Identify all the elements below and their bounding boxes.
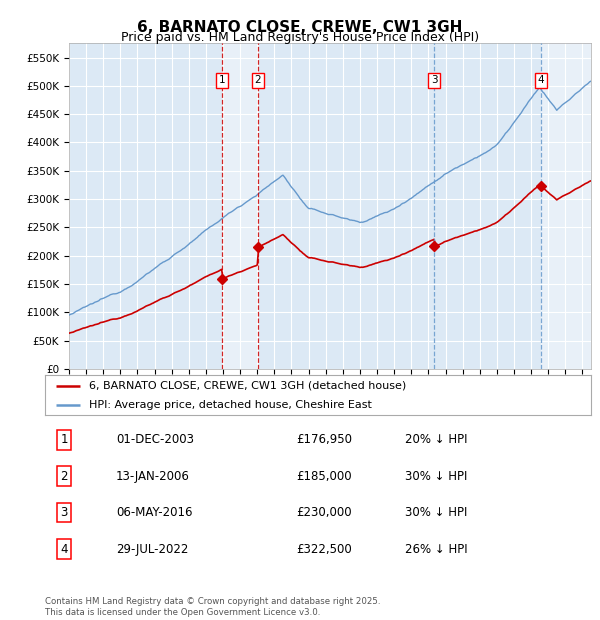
Text: 26% ↓ HPI: 26% ↓ HPI <box>406 542 468 556</box>
Text: 20% ↓ HPI: 20% ↓ HPI <box>406 433 468 446</box>
Text: 1: 1 <box>218 75 225 85</box>
Text: 4: 4 <box>538 75 544 85</box>
Text: 6, BARNATO CLOSE, CREWE, CW1 3GH: 6, BARNATO CLOSE, CREWE, CW1 3GH <box>137 20 463 35</box>
Text: 4: 4 <box>61 542 68 556</box>
Text: HPI: Average price, detached house, Cheshire East: HPI: Average price, detached house, Ches… <box>89 399 371 410</box>
Text: 29-JUL-2022: 29-JUL-2022 <box>116 542 188 556</box>
Text: 01-DEC-2003: 01-DEC-2003 <box>116 433 194 446</box>
Text: £176,950: £176,950 <box>296 433 352 446</box>
Text: 3: 3 <box>431 75 437 85</box>
Bar <box>221 43 258 369</box>
Text: 3: 3 <box>61 506 68 519</box>
Text: £185,000: £185,000 <box>296 470 352 483</box>
Bar <box>541 43 591 369</box>
Text: Price paid vs. HM Land Registry's House Price Index (HPI): Price paid vs. HM Land Registry's House … <box>121 31 479 44</box>
Text: 2: 2 <box>61 470 68 483</box>
Text: £230,000: £230,000 <box>296 506 352 519</box>
Text: 13-JAN-2006: 13-JAN-2006 <box>116 470 190 483</box>
Text: Contains HM Land Registry data © Crown copyright and database right 2025.
This d: Contains HM Land Registry data © Crown c… <box>45 598 380 617</box>
Text: 30% ↓ HPI: 30% ↓ HPI <box>406 506 468 519</box>
Text: 2: 2 <box>254 75 261 85</box>
Text: 6, BARNATO CLOSE, CREWE, CW1 3GH (detached house): 6, BARNATO CLOSE, CREWE, CW1 3GH (detach… <box>89 381 406 391</box>
Text: 30% ↓ HPI: 30% ↓ HPI <box>406 470 468 483</box>
Text: £322,500: £322,500 <box>296 542 352 556</box>
Text: 06-MAY-2016: 06-MAY-2016 <box>116 506 193 519</box>
Text: 1: 1 <box>61 433 68 446</box>
